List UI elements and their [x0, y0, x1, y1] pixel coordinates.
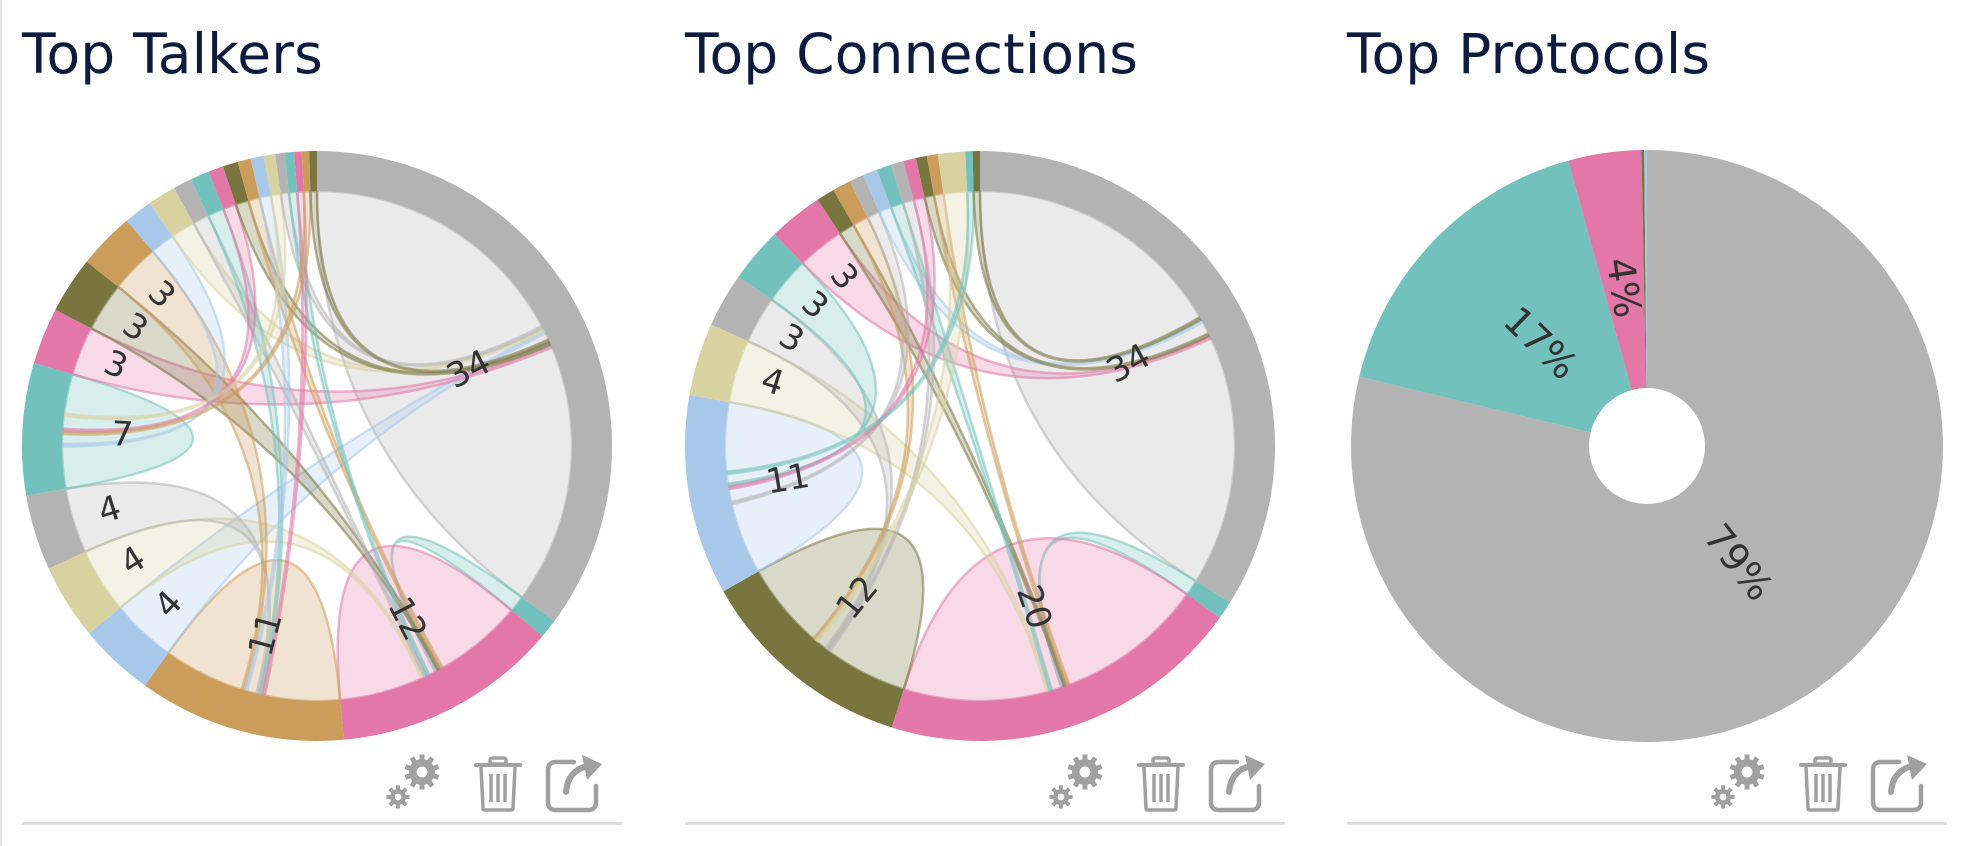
chord-group-arc[interactable] — [980, 151, 1275, 603]
chord-group-arc[interactable] — [149, 188, 194, 237]
pop-out-button[interactable] — [1867, 750, 1931, 814]
pie-slice[interactable] — [1359, 160, 1632, 433]
gears-icon — [386, 754, 440, 809]
chord-group-arc[interactable] — [891, 594, 1220, 741]
chord-group-arc[interactable] — [774, 199, 840, 264]
chord-group-arc[interactable] — [689, 324, 748, 402]
chord-group-arc[interactable] — [849, 175, 880, 218]
chord-group-arc[interactable] — [144, 653, 344, 741]
chord-group-arc[interactable] — [723, 571, 904, 728]
pop-out-button[interactable] — [542, 750, 606, 814]
chord-group-arc[interactable] — [833, 181, 868, 225]
chord-group-arc[interactable] — [284, 151, 298, 193]
chord-group-arc[interactable] — [237, 158, 260, 201]
widget-title: Top Connections — [685, 22, 1139, 86]
chord-group-arc[interactable] — [685, 394, 759, 592]
chord-group-arc[interactable] — [86, 220, 153, 287]
chord-group-arc[interactable] — [890, 161, 914, 203]
chord-value-label: 11 — [763, 456, 812, 503]
chord-ribbon — [978, 189, 1237, 583]
panel-left-edge — [0, 0, 2, 846]
chord-group-arc[interactable] — [926, 154, 944, 196]
chord-group-arc[interactable] — [222, 161, 249, 205]
group-arcs — [21, 151, 613, 741]
chord-group-arc[interactable] — [511, 597, 555, 637]
delete-button[interactable] — [466, 750, 530, 814]
pie-slice[interactable] — [1641, 150, 1647, 389]
pie-value-label: 4% — [1598, 255, 1650, 321]
widget-top-talkers: Top Talkers 34 12 11 4 4 4 7 3 3 3 — [21, 0, 622, 846]
widget-divider — [1347, 822, 1947, 825]
settings-button[interactable] — [382, 750, 446, 814]
group-arcs — [685, 151, 1275, 741]
external-link-icon — [545, 755, 602, 813]
chord-group-arc[interactable] — [965, 151, 974, 192]
chord-group-arc[interactable] — [711, 276, 772, 341]
ribbons — [723, 189, 1237, 703]
chord-group-arc[interactable] — [173, 179, 209, 223]
chord-group-arc[interactable] — [317, 151, 613, 622]
chord-group-arc[interactable] — [55, 261, 118, 329]
chord-group-arc[interactable] — [21, 362, 73, 496]
gears-icon — [1049, 754, 1103, 809]
chord-group-arc[interactable] — [263, 154, 281, 196]
chord-group-arc[interactable] — [863, 169, 891, 212]
delete-button[interactable] — [1791, 750, 1855, 814]
widget-divider — [685, 822, 1285, 825]
chord-value-label: 7 — [110, 414, 134, 455]
widget-top-connections: Top Connections 34 20 12 11 4 3 3 3 — [685, 0, 1285, 846]
chord-group-arc[interactable] — [738, 234, 803, 300]
gears-icon — [1711, 754, 1765, 809]
chord-group-arc[interactable] — [340, 610, 543, 740]
chord-group-arc[interactable] — [48, 551, 121, 634]
chord-group-arc[interactable] — [208, 166, 236, 209]
external-link-icon — [1208, 755, 1265, 813]
chord-ribbon — [62, 192, 287, 421]
chord-group-arc[interactable] — [250, 155, 271, 198]
pop-out-button[interactable] — [1205, 750, 1269, 814]
chord-group-arc[interactable] — [972, 151, 980, 192]
widget-divider — [22, 822, 622, 825]
chord-group-arc[interactable] — [33, 309, 91, 375]
chord-group-arc[interactable] — [1187, 581, 1231, 618]
chord-group-arc[interactable] — [903, 158, 925, 200]
pie-slice[interactable] — [1568, 150, 1646, 391]
external-link-icon — [1870, 755, 1927, 813]
chord-group-arc[interactable] — [817, 189, 854, 234]
chord-ribbon — [279, 191, 545, 367]
pie-slice[interactable] — [1644, 150, 1647, 389]
chord-group-arc[interactable] — [275, 152, 289, 194]
widget-title: Top Protocols — [1347, 22, 1711, 86]
top-protocols-pie-chart[interactable]: 79%17%4% — [1347, 145, 1947, 755]
settings-button[interactable] — [1045, 750, 1109, 814]
ribbons — [60, 189, 574, 703]
trash-icon — [1799, 756, 1847, 812]
chord-group-arc[interactable] — [89, 607, 169, 686]
chord-group-arc[interactable] — [301, 151, 311, 192]
settings-button[interactable] — [1707, 750, 1771, 814]
chord-group-arc[interactable] — [876, 164, 903, 208]
chord-group-arc[interactable] — [26, 488, 86, 569]
chord-group-arc[interactable] — [294, 151, 304, 192]
chord-group-arc[interactable] — [190, 171, 224, 216]
chord-group-arc[interactable] — [937, 151, 968, 194]
chord-group-arc[interactable] — [126, 203, 173, 252]
pie-slice[interactable] — [1351, 150, 1943, 742]
chord-group-arc[interactable] — [309, 151, 317, 192]
pie-slices — [1351, 150, 1943, 742]
trash-icon — [1137, 756, 1185, 812]
chord-group-arc[interactable] — [915, 155, 934, 198]
widget-title: Top Talkers — [22, 22, 323, 86]
widget-top-protocols: Top Protocols 79% 17% 4% — [1347, 0, 1947, 846]
delete-button[interactable] — [1129, 750, 1193, 814]
trash-icon — [474, 756, 522, 812]
